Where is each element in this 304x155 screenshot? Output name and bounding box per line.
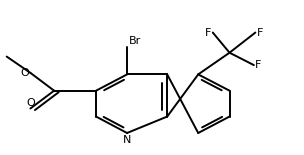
Text: O: O (26, 98, 35, 108)
Text: F: F (257, 28, 263, 38)
Text: Br: Br (129, 36, 141, 46)
Text: F: F (255, 60, 262, 70)
Text: N: N (123, 135, 131, 145)
Text: F: F (205, 28, 211, 38)
Text: O: O (20, 68, 29, 78)
